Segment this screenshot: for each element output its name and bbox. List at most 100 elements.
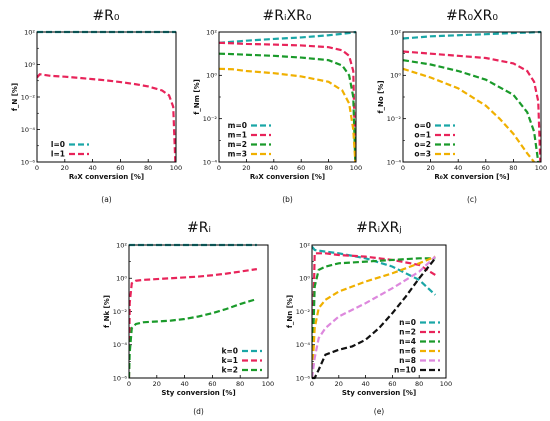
series-line-k-2 — [129, 297, 258, 379]
y-tick-label: 10⁻⁴ — [203, 158, 218, 166]
x-tick-label: 60 — [208, 380, 216, 388]
legend-c: o=0o=1o=2o=3 — [414, 121, 455, 159]
y-tick-label: 10⁻⁶ — [113, 374, 128, 382]
y-tick-label: 10² — [24, 28, 35, 36]
legend-label: n=10 — [394, 366, 416, 375]
x-tick-label: 100 — [535, 164, 547, 172]
x-axis-label-e: Sty conversion [%] — [342, 389, 416, 397]
x-tick-label: 100 — [170, 164, 182, 172]
chart-title-e: #RᵢXRⱼ — [356, 220, 402, 236]
x-tick-label: 60 — [482, 164, 490, 172]
y-tick-label: 10⁻⁴ — [21, 126, 36, 134]
x-tick-label: 80 — [324, 164, 332, 172]
y-tick-label: 10⁰ — [116, 275, 127, 283]
chart-caption-c: (c) — [467, 195, 477, 204]
x-tick-label: 0 — [127, 380, 131, 388]
plot-frame-e — [311, 244, 447, 379]
x-tick-label: 80 — [144, 164, 152, 172]
y-tick-label: 10⁰ — [24, 61, 35, 69]
y-tick-label: 10⁰ — [390, 72, 401, 80]
series-line-m-0 — [219, 30, 356, 44]
series-line-n-10 — [312, 257, 437, 380]
y-tick-label: 10² — [390, 28, 401, 36]
x-tick-label: 0 — [35, 164, 39, 172]
series-line-l-1 — [37, 73, 176, 163]
x-tick-label: 20 — [426, 164, 434, 172]
x-tick-label: 0 — [310, 380, 314, 388]
legend-label: l=1 — [51, 150, 65, 159]
legend-label: m=3 — [228, 150, 247, 159]
legend-label: n=4 — [399, 337, 416, 346]
chart-title-b: #RᵢXR₀ — [263, 8, 312, 24]
legend-e: n=0n=2n=4n=6n=8n=10 — [394, 318, 440, 375]
y-tick-label: 10⁻² — [21, 93, 36, 101]
x-axis-label-d: Sty conversion [%] — [161, 389, 235, 397]
x-tick-label: 0 — [401, 164, 405, 172]
x-tick-label: 20 — [61, 164, 69, 172]
y-tick-label: 10² — [299, 241, 310, 249]
y-axis-label-a: f_N [%] — [11, 83, 19, 111]
x-tick-label: 80 — [415, 380, 423, 388]
x-tick-label: 20 — [335, 380, 343, 388]
legend-label: m=0 — [228, 121, 247, 130]
y-tick-label: 10⁻⁴ — [113, 341, 128, 349]
x-tick-label: 40 — [180, 380, 188, 388]
y-tick-label: 10⁻⁶ — [21, 158, 36, 166]
x-axis-label-a: R₀X conversion [%] — [69, 173, 144, 181]
series-line-n-4 — [312, 257, 436, 379]
legend-label: m=1 — [228, 131, 247, 140]
y-tick-label: 10⁰ — [299, 275, 310, 283]
x-tick-label: 40 — [361, 380, 369, 388]
chart-panel-b: #RᵢXR₀ 0 20 40 60 80 100 10⁻⁴ 10⁻² 10⁰ 10² R₀X conv… — [193, 8, 362, 204]
x-tick-label: 80 — [236, 380, 244, 388]
plot-frame-d — [128, 244, 269, 379]
y-axis-label-e: f_Nn [%] — [286, 295, 294, 328]
series-line-k-1 — [129, 268, 258, 379]
y-tick-label: 10⁻² — [387, 115, 402, 123]
x-tick-label: 60 — [388, 380, 396, 388]
chart-title-d: #Rᵢ — [187, 220, 211, 236]
legend-label: n=0 — [399, 318, 416, 327]
y-tick-label: 10⁻² — [203, 115, 218, 123]
x-tick-label: 40 — [270, 164, 278, 172]
chart-caption-d: (d) — [193, 407, 204, 416]
x-tick-label: 20 — [242, 164, 250, 172]
series-line-o-0 — [403, 30, 541, 40]
y-tick-label: 10⁻² — [296, 308, 311, 316]
legend-label: k=0 — [222, 347, 239, 356]
x-tick-label: 60 — [297, 164, 305, 172]
series-line-m-1 — [219, 41, 356, 163]
legend-label: o=0 — [414, 121, 431, 130]
legend-label: l=0 — [51, 140, 65, 149]
y-tick-label: 10⁻⁶ — [296, 374, 311, 382]
y-tick-label: 10² — [206, 28, 217, 36]
series-line-o-3 — [403, 67, 535, 163]
legend-label: n=8 — [399, 356, 416, 365]
x-tick-label: 40 — [88, 164, 96, 172]
chart-caption-e: (e) — [374, 407, 385, 416]
series-group-b — [219, 30, 356, 163]
x-tick-label: 80 — [509, 164, 517, 172]
y-tick-label: 10⁻⁴ — [296, 341, 311, 349]
x-tick-label: 60 — [116, 164, 124, 172]
plot-frame-b — [218, 31, 357, 163]
x-tick-label: 40 — [454, 164, 462, 172]
series-line-n-8 — [312, 255, 437, 379]
legend-d: k=0k=1k=2 — [222, 347, 262, 375]
chart-panel-c: #R₀XR₀ 0 20 40 60 80 100 10⁻⁴ 10⁻² 10⁰ 10² R₀X conv… — [377, 8, 547, 204]
chart-panel-a: #R₀ 0 20 40 60 80 100 10⁻⁶ 10⁻⁴ 10⁻² 10⁰ 10² R₀X con… — [11, 8, 182, 204]
series-line-m-2 — [219, 52, 356, 163]
chart-panel-e: #RᵢXRⱼ 0 20 40 60 80 100 10⁻⁶ 10⁻⁴ 10⁻² 10⁰ 10² Sty … — [286, 220, 452, 416]
legend-label: n=6 — [399, 347, 416, 356]
legend-b: m=0m=1m=2m=3 — [228, 121, 271, 159]
series-line-n-0 — [312, 245, 437, 296]
legend-label: k=2 — [222, 366, 239, 375]
legend-label: n=2 — [399, 328, 416, 337]
chart-caption-a: (a) — [101, 195, 112, 204]
x-tick-label: 100 — [440, 380, 452, 388]
y-tick-label: 10⁻⁴ — [387, 158, 402, 166]
legend-a: l=0l=1 — [51, 140, 89, 159]
x-tick-label: 0 — [217, 164, 221, 172]
legend-label: o=3 — [414, 150, 431, 159]
x-tick-label: 20 — [153, 380, 161, 388]
